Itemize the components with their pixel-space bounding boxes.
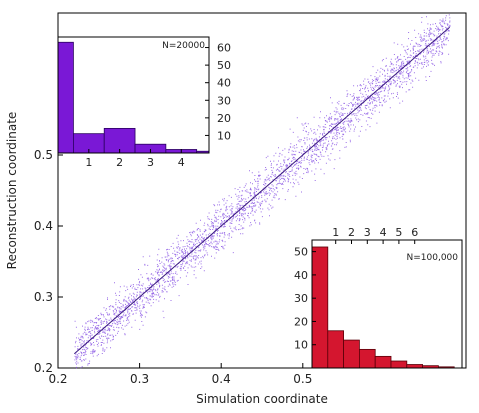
- inset2-x-tick-label: 4: [380, 226, 387, 239]
- y-tick-label: 0.2: [34, 361, 53, 375]
- inset1-y-tick-label: 10: [217, 129, 231, 142]
- inset2-bar: [390, 360, 408, 369]
- x-tick-label: 0.5: [293, 372, 312, 386]
- inset1-y-ticks: 10 20 30 40 50 60: [205, 42, 231, 142]
- inset2-bar: [358, 348, 376, 369]
- inset2-y-ticks: 10 20 30 40 50: [294, 246, 316, 352]
- inset2-bar: [374, 355, 392, 369]
- scatter-point-cloud: [74, 14, 451, 369]
- main-x-ticks: 0.2 0.3 0.4 0.5: [48, 363, 312, 386]
- x-axis-label: Simulation coordinate: [196, 392, 328, 406]
- inset2-y-tick-label: 10: [294, 339, 308, 352]
- x-tick-label: 0.4: [212, 372, 231, 386]
- y-tick-label: 0.5: [34, 148, 53, 162]
- inset2-y-tick-label: 30: [294, 292, 308, 305]
- inset1-x-tick-label: 4: [178, 156, 185, 169]
- inset2-y-tick-label: 20: [294, 315, 308, 328]
- inset1-y-tick-label: 20: [217, 112, 231, 125]
- main-scatter-plot: 0.2 0.3 0.4 0.5 0.2 0.3 0.4 0.5 Simulation coo…: [5, 12, 467, 406]
- inset1-x-tick-label: 1: [85, 156, 92, 169]
- inset2-y-tick-label: 40: [294, 269, 308, 282]
- inset2-x-tick-label: 6: [411, 226, 418, 239]
- inset2-bar: [406, 364, 423, 369]
- inset1-x-ticks: 1 2 3 4: [85, 149, 185, 169]
- inset2-annotation: N=100,000: [407, 253, 459, 263]
- inset1-bars: [57, 41, 210, 154]
- inset1-frame: [57, 36, 210, 154]
- inset2-bar: [311, 246, 329, 369]
- inset1-bar: [103, 127, 136, 154]
- inset1-y-tick-label: 40: [217, 77, 231, 90]
- inset2-y-tick-label: 50: [294, 246, 308, 259]
- y-tick-label: 0.4: [34, 219, 53, 233]
- inset1-y-tick-label: 60: [217, 42, 231, 55]
- scatter-points: [74, 14, 451, 369]
- x-tick-label: 0.3: [130, 372, 149, 386]
- y-axis-label: Reconstruction coordinate: [5, 112, 19, 270]
- main-plot-frame: [57, 12, 467, 369]
- inset2-x-tick-label: 1: [332, 226, 339, 239]
- inset2-bars: [311, 246, 455, 369]
- inset2-bar: [343, 339, 360, 369]
- fit-line: [73, 26, 451, 355]
- inset1-y-tick-label: 30: [217, 94, 231, 107]
- inset2-bar: [327, 330, 344, 369]
- inset2-x-tick-label: 2: [348, 226, 355, 239]
- inset1-annotation: N=20000: [162, 41, 205, 51]
- inset1-bar: [57, 41, 74, 154]
- y-tick-label: 0.3: [34, 290, 53, 304]
- inset1-y-tick-label: 50: [217, 59, 231, 72]
- x-tick-label: 0.2: [48, 372, 67, 386]
- inset2-frame: [311, 239, 463, 369]
- inset2-x-tick-label: 5: [395, 226, 402, 239]
- inset1-x-tick-label: 3: [147, 156, 154, 169]
- main-y-ticks: 0.2 0.3 0.4 0.5: [34, 148, 63, 375]
- inset1-x-tick-label: 2: [116, 156, 123, 169]
- inset2-x-tick-label: 3: [364, 226, 371, 239]
- inset-histogram-purple: 1 2 3 4 10 20 30 40 50 60 N=20000: [57, 36, 231, 169]
